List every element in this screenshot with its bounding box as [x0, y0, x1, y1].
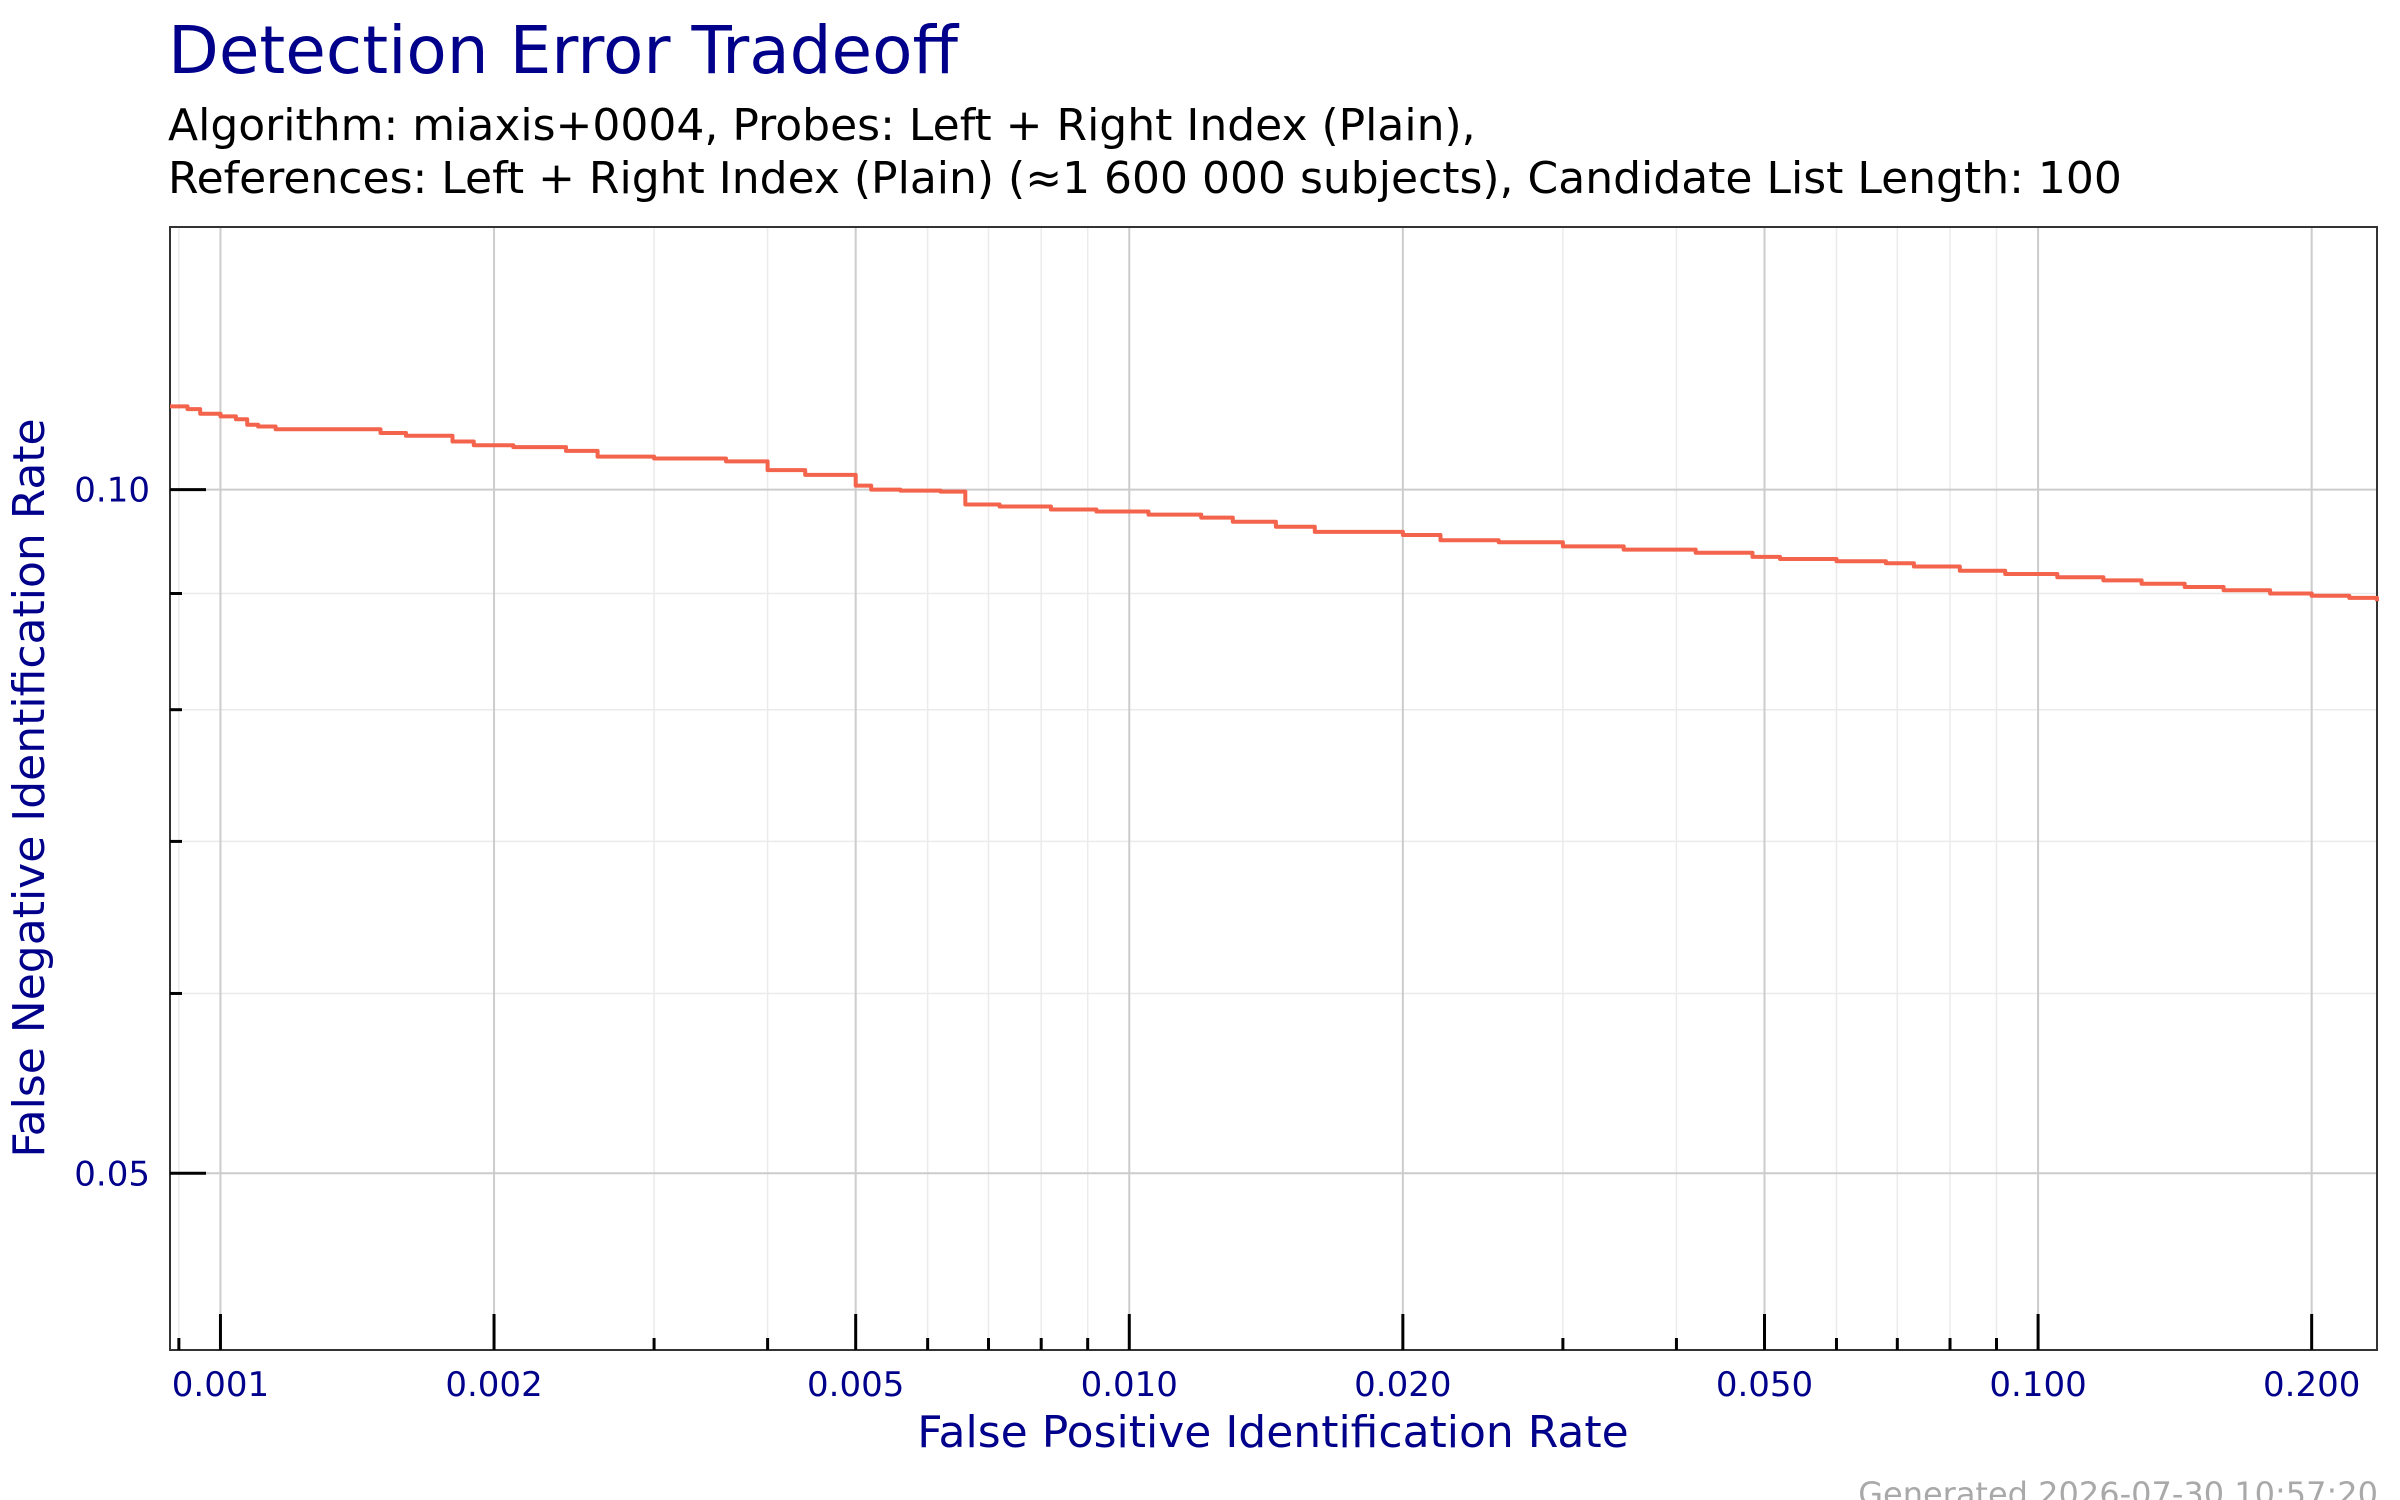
x-tick-label: 0.005	[807, 1365, 904, 1405]
plot-frame	[169, 226, 2378, 1351]
y-axis-ticks	[170, 488, 206, 1175]
x-axis-ticks	[177, 1314, 2314, 1350]
x-tick-label: 0.020	[1354, 1365, 1451, 1405]
chart-subtitle-line-2: References: Left + Right Index (Plain) (…	[168, 153, 2122, 204]
grid-minor	[170, 227, 2377, 1350]
x-axis-label: False Positive Identification Rate	[917, 1407, 1628, 1458]
chart-subtitle-line-1: Algorithm: miaxis+0004, Probes: Left + R…	[168, 100, 1476, 151]
x-axis-tick-labels: 0.001 0.002 0.005 0.010 0.020 0.050 0.100 0.200	[172, 1365, 2361, 1405]
x-tick-label: 0.100	[1989, 1365, 2086, 1405]
x-tick-label: 0.200	[2263, 1365, 2360, 1405]
x-tick-label: 0.002	[445, 1365, 542, 1405]
y-tick-label: 0.05	[74, 1154, 150, 1194]
y-axis-label: False Negative Identification Rate	[4, 418, 55, 1157]
x-tick-label: 0.001	[172, 1365, 269, 1405]
y-tick-label: 0.10	[74, 471, 150, 511]
chart-title: Detection Error Tradeoff	[168, 12, 960, 89]
x-tick-label: 0.010	[1081, 1365, 1178, 1405]
x-tick-label: 0.050	[1716, 1365, 1813, 1405]
grid-major	[170, 227, 2377, 1350]
y-axis-tick-labels: 0.05 0.10	[74, 471, 150, 1195]
generated-timestamp: Generated 2026-07-30 10:57:20	[1858, 1475, 2378, 1500]
det-curve-line	[170, 404, 2379, 602]
